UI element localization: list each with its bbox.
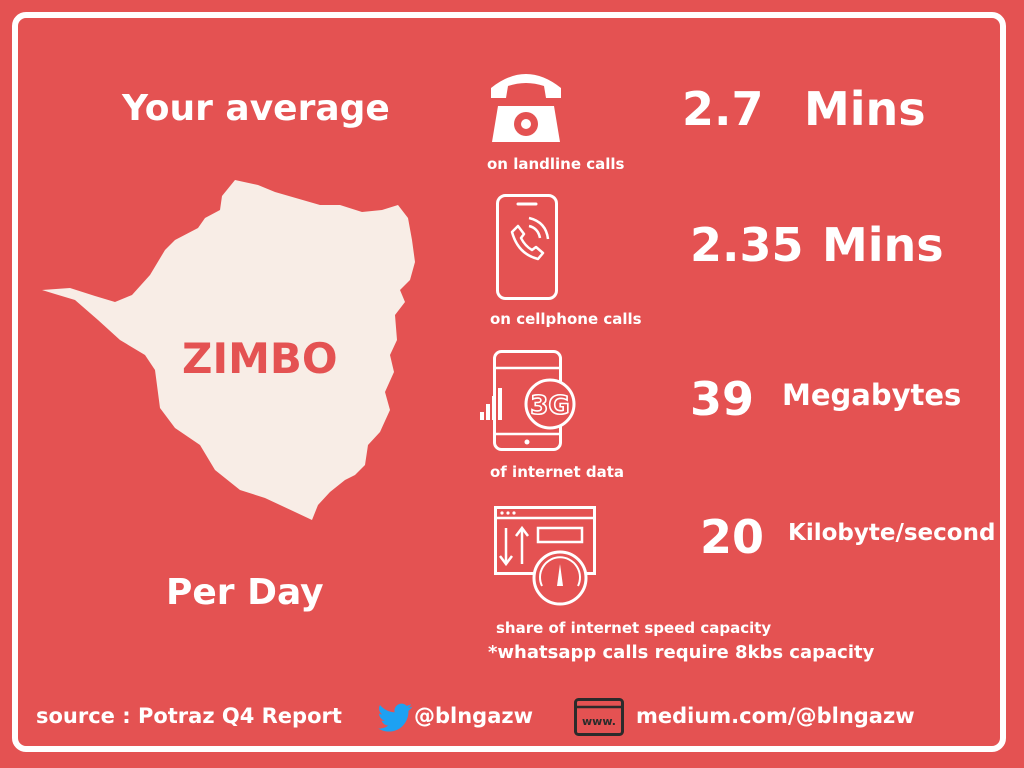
svg-text:3G: 3G <box>530 391 569 421</box>
cellphone-caption: on cellphone calls <box>490 310 642 328</box>
3g-data-icon: 3G <box>480 350 576 451</box>
speed-value: 20 <box>700 510 765 564</box>
twitter-handle[interactable]: @blngazw <box>414 704 534 728</box>
landline-caption: on landline calls <box>487 155 625 173</box>
cellphone-value: 2.35 <box>690 218 804 272</box>
data-value: 39 <box>690 372 755 426</box>
speed-unit: Kilobyte/second <box>788 520 996 546</box>
website-link[interactable]: medium.com/@blngazw <box>636 704 915 728</box>
landline-phone-icon <box>491 74 561 142</box>
landline-value: 2.7 <box>682 82 764 136</box>
cellphone-icon <box>496 194 558 300</box>
source-text: source : Potraz Q4 Report <box>36 704 342 728</box>
cellphone-unit: Mins <box>822 218 944 272</box>
data-caption: of internet data <box>490 463 625 481</box>
map-label: ZIMBO <box>182 334 338 383</box>
headline: Your average <box>122 88 390 129</box>
landline-unit: Mins <box>804 82 926 136</box>
border-frame <box>12 12 1006 752</box>
web-browser-icon: www. <box>574 698 624 736</box>
data-unit: Megabytes <box>782 378 962 412</box>
web-icon-text: www. <box>582 715 616 728</box>
speed-caption: share of internet speed capacity <box>496 619 772 637</box>
per-day-label: Per Day <box>166 572 324 613</box>
whatsapp-note: *whatsapp calls require 8kbs capacity <box>488 642 875 663</box>
twitter-bird-icon <box>378 703 413 732</box>
speed-meter-icon <box>494 506 596 606</box>
